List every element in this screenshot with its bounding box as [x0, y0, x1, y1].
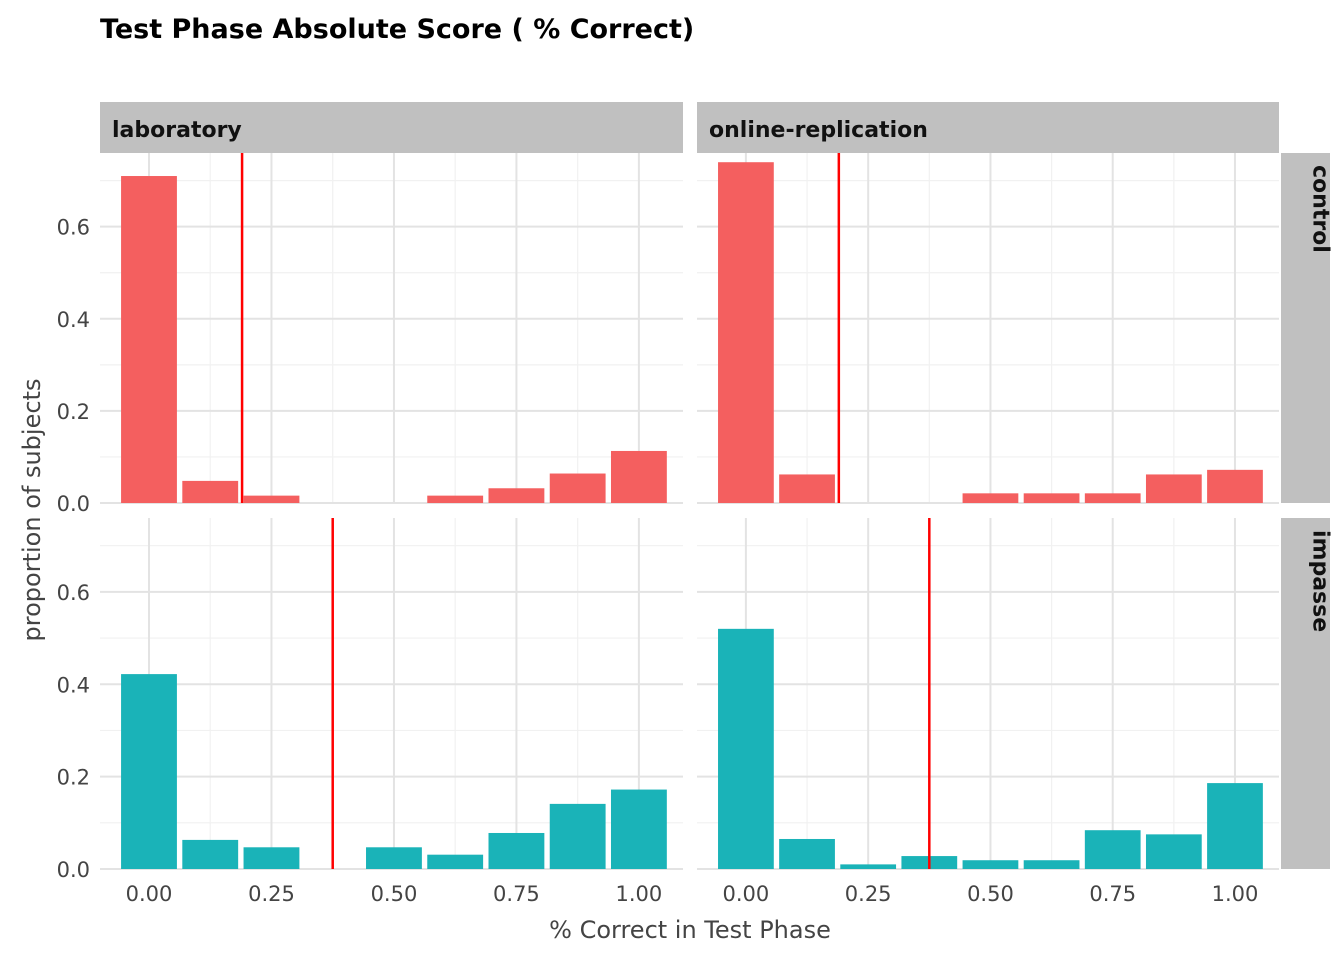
x-tick-label: 0.00 — [126, 882, 173, 906]
y-tick-label: 0.6 — [57, 216, 90, 240]
y-tick-label: 0.0 — [57, 492, 90, 516]
bar-online-replication-impasse-0 — [718, 628, 774, 869]
y-tick-label: 0.6 — [57, 581, 90, 605]
x-tick-label: 0.25 — [248, 882, 295, 906]
tick-labels-layer: 0.0 0.2 0.4 0.6 0.0 0.2 0.4 0.6 0.00 0.25 0.50 0.75… — [57, 216, 1259, 906]
bar-laboratory-control-8 — [610, 450, 667, 503]
bar-laboratory-control-5 — [427, 495, 484, 503]
bar-online-replication-control-1 — [779, 474, 835, 503]
bar-laboratory-control-1 — [182, 480, 239, 503]
bar-laboratory-control-0 — [121, 176, 177, 504]
bar-laboratory-impasse-1 — [182, 839, 239, 869]
x-tick-label: 0.75 — [1089, 882, 1136, 906]
y-tick-label: 0.2 — [57, 400, 90, 424]
facet-label-online-replication: online-replication — [709, 118, 928, 143]
bar-online-replication-control-0 — [718, 162, 774, 504]
grid-layer — [100, 153, 1279, 870]
facet-label-control: control — [1308, 165, 1333, 253]
bar-online-replication-impasse-5 — [1023, 860, 1080, 869]
y-axis-title: proportion of subjects — [18, 379, 46, 642]
facet-strips-layer: laboratory online-replication control impas… — [100, 102, 1333, 869]
facet-strip-online-replication — [697, 102, 1279, 153]
bar-online-replication-impasse-8 — [1207, 783, 1263, 869]
bar-online-replication-impasse-7 — [1145, 834, 1202, 869]
bar-online-replication-impasse-6 — [1084, 830, 1141, 869]
bars-layer — [121, 162, 1263, 869]
bar-online-replication-impasse-4 — [962, 860, 1019, 869]
y-tick-label: 0.2 — [57, 766, 90, 790]
facet-label-laboratory: laboratory — [112, 118, 242, 143]
bar-online-replication-control-4 — [962, 493, 1019, 503]
bar-online-replication-impasse-1 — [779, 838, 835, 869]
bar-laboratory-impasse-0 — [121, 674, 177, 869]
bar-online-replication-control-5 — [1023, 493, 1080, 503]
x-tick-label: 0.25 — [845, 882, 892, 906]
bar-laboratory-control-6 — [488, 488, 545, 503]
chart-title: Test Phase Absolute Score ( % Correct) — [100, 14, 694, 45]
x-tick-label: 1.00 — [1212, 882, 1259, 906]
bar-online-replication-control-6 — [1084, 493, 1141, 503]
bar-laboratory-impasse-5 — [427, 854, 484, 869]
x-tick-label: 0.50 — [967, 882, 1014, 906]
bar-laboratory-impasse-8 — [610, 789, 667, 869]
x-tick-label: 1.00 — [616, 882, 663, 906]
facet-strip-control — [1281, 153, 1330, 503]
facet-strip-laboratory — [100, 102, 683, 153]
facet-label-impasse: impasse — [1308, 530, 1333, 632]
x-tick-label: 0.00 — [723, 882, 770, 906]
bar-online-replication-control-7 — [1145, 474, 1202, 503]
bar-laboratory-impasse-4 — [366, 847, 422, 869]
facet-strip-impasse — [1281, 518, 1330, 869]
bar-laboratory-impasse-7 — [549, 803, 606, 869]
x-tick-label: 0.75 — [493, 882, 540, 906]
y-tick-label: 0.4 — [57, 308, 90, 332]
x-tick-label: 0.50 — [371, 882, 418, 906]
bar-online-replication-impasse-2 — [840, 864, 897, 869]
x-axis-title: % Correct in Test Phase — [549, 916, 831, 944]
bar-online-replication-control-8 — [1207, 469, 1263, 503]
bar-laboratory-control-7 — [549, 473, 606, 503]
mean-lines-layer — [240, 153, 931, 869]
y-tick-label: 0.4 — [57, 673, 90, 697]
bar-laboratory-control-2 — [243, 495, 300, 503]
y-tick-label: 0.0 — [57, 858, 90, 882]
bar-laboratory-impasse-6 — [488, 832, 545, 869]
bar-laboratory-impasse-2 — [243, 847, 300, 869]
